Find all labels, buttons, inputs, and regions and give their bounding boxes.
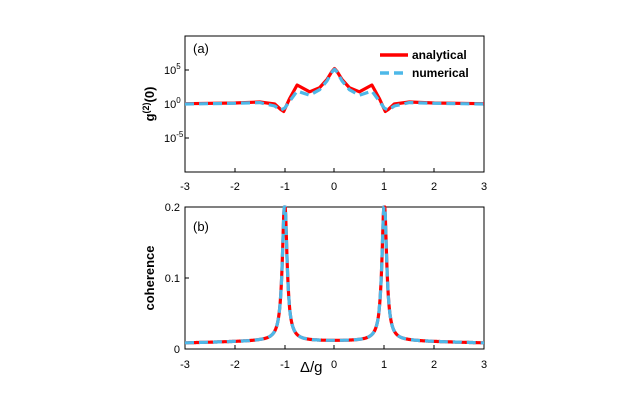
panel-b-xtick-label: -2	[230, 359, 240, 371]
panel-a: (a) g(2)(0) 105 100 10-5 -3 -2 -1 0 1 2 …	[141, 35, 487, 193]
panel-a-series-numerical	[184, 67, 485, 112]
panel-a-ylabel-sup: (2)	[141, 102, 151, 113]
panel-a-xtick-label: -3	[180, 181, 190, 193]
panel-a-xtick-label: 0	[331, 181, 337, 193]
panel-b-ytick-label: 0	[174, 344, 180, 356]
panel-a-label: (a)	[193, 41, 209, 56]
panel-b-xtick-marks	[234, 345, 435, 349]
panel-b-ytick-label: 0.1	[165, 273, 180, 285]
panel-a-ylabel: g(2)(0)	[141, 87, 157, 122]
legend-numerical-label: numerical	[412, 66, 469, 80]
panel-b-xlabel: Δ/g	[300, 359, 323, 376]
panel-a-xtick-label: 2	[431, 181, 437, 193]
panel-a-xtick-marks	[234, 168, 435, 172]
panel-a-ytick-label: 100	[164, 96, 181, 111]
panel-b-xtick-label: -3	[180, 359, 190, 371]
panel-b-xtick-label: -1	[280, 359, 290, 371]
panel-a-legend: analytical numerical	[380, 48, 469, 80]
panel-a-xticks: -3 -2 -1 0 1 2 3	[180, 181, 487, 193]
panel-a-lines	[184, 67, 485, 114]
panel-b-xtick-label: 3	[481, 359, 487, 371]
panel-a-xtick-label: 1	[381, 181, 387, 193]
panel-b-axes-box	[184, 206, 485, 350]
panel-a-ylabel-tail: (0)	[142, 87, 157, 103]
panel-b-label: (b)	[193, 219, 209, 234]
panel-b-ytick-label: 0.2	[165, 202, 180, 214]
panel-b-xticks: -3 -2 -1 1 2 3	[180, 359, 487, 371]
panel-b-xtick-label: 1	[381, 359, 387, 371]
panel-a-xtick-label: -1	[280, 181, 290, 193]
panel-b-xlabel-zero: 0	[331, 359, 337, 371]
panel-a-xtick-label: -2	[230, 181, 240, 193]
panel-b: (b) coherence 0 0.1 0.2 -3 -2 -1 1 2 3 Δ…	[142, 202, 487, 376]
panel-b-series-numerical	[183, 205, 486, 345]
panel-a-ytick-label: 10-5	[164, 130, 184, 145]
panel-a-xtick-label: 3	[481, 181, 487, 193]
panel-a-ylabel-base: g	[142, 113, 157, 121]
panel-b-xtick-label: 2	[431, 359, 437, 371]
panel-b-ylabel: coherence	[142, 245, 157, 310]
legend-analytical-label: analytical	[412, 48, 467, 62]
panel-a-ytick-label: 105	[164, 62, 181, 77]
panel-b-lines	[183, 205, 486, 345]
